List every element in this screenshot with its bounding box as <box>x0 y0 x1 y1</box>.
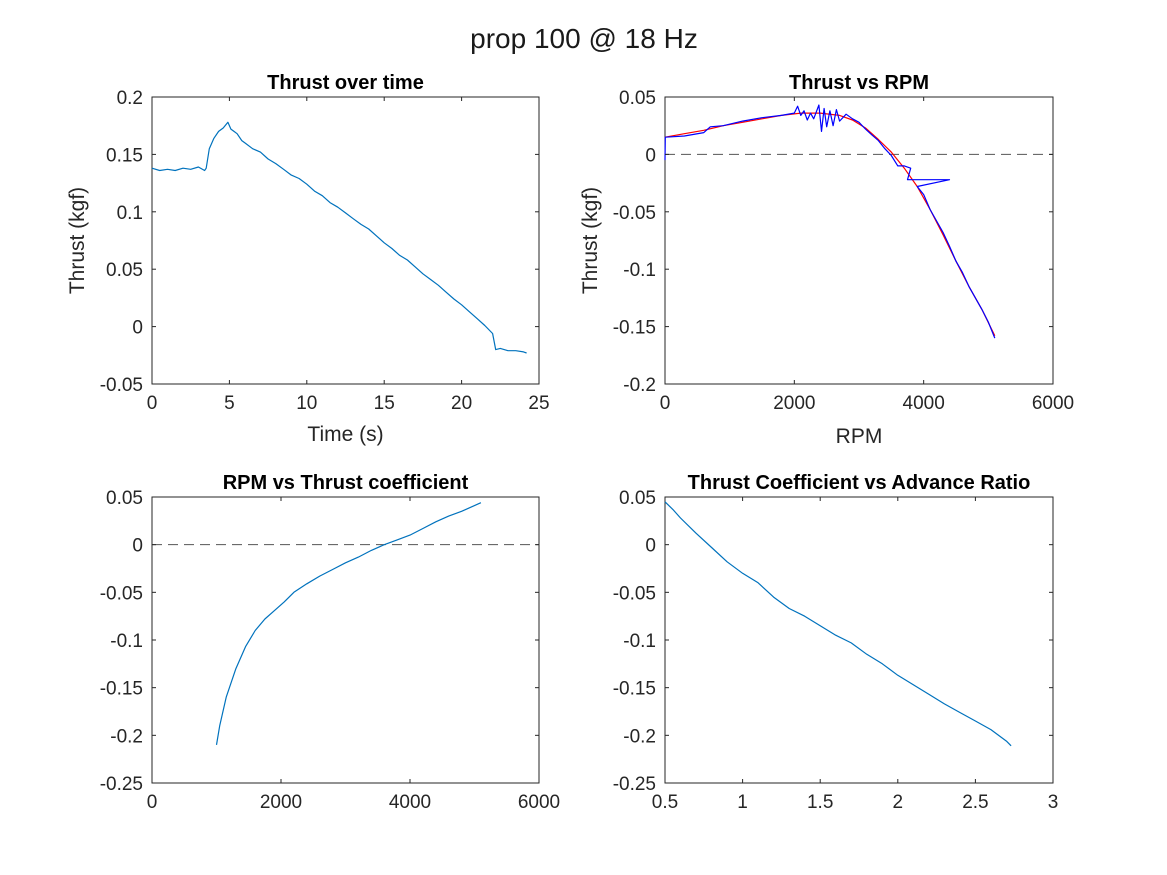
axes-frame <box>664 496 1054 784</box>
x-tick-label: 20 <box>451 393 472 414</box>
x-tick-label: 2 <box>893 792 904 813</box>
x-tick-label: 2000 <box>773 393 815 414</box>
x-axis-label: Time (s) <box>307 423 383 446</box>
y-tick-label: 0.05 <box>106 488 143 509</box>
y-tick-label: -0.25 <box>613 774 656 795</box>
x-tick-label: 6000 <box>518 792 560 813</box>
y-tick-label: -0.15 <box>613 679 656 700</box>
thrust-over-time-plot: Thrust over time Time (s) Thrust (kgf) 0… <box>66 72 550 446</box>
x-tick-label: 1.5 <box>807 792 833 813</box>
y-tick-label: -0.05 <box>613 583 656 604</box>
thrust-coefficient-vs-advance-ratio-plot: Thrust Coefficient vs Advance Ratio 0.5 1… <box>613 472 1059 813</box>
y-tick-label: 0.15 <box>106 145 143 166</box>
plot-title: Thrust Coefficient vs Advance Ratio <box>688 472 1031 494</box>
x-tick-label: 4000 <box>903 393 945 414</box>
y-axis-label: Thrust (kgf) <box>66 187 89 294</box>
x-tick-label: 25 <box>528 393 549 414</box>
plot-title: Thrust vs RPM <box>789 72 929 94</box>
y-tick-label: -0.05 <box>100 583 143 604</box>
axes-frame <box>151 496 540 784</box>
series-line-0 <box>151 121 527 354</box>
y-tick-label: 0 <box>645 536 656 557</box>
x-tick-label: 2000 <box>260 792 302 813</box>
series-line-0 <box>215 502 482 745</box>
y-tick-label: 0.05 <box>106 260 143 281</box>
y-tick-label: 0.05 <box>619 88 656 109</box>
y-tick-label: -0.05 <box>100 375 143 396</box>
y-tick-label: 0 <box>645 145 656 166</box>
x-tick-label: 1 <box>737 792 748 813</box>
x-tick-label: 5 <box>224 393 235 414</box>
x-tick-label: 6000 <box>1032 393 1074 414</box>
series-line-0 <box>664 501 1012 747</box>
plot-title: RPM vs Thrust coefficient <box>223 472 469 494</box>
y-tick-label: 0 <box>132 536 143 557</box>
x-tick-label: 10 <box>296 393 317 414</box>
y-tick-label: -0.15 <box>613 318 656 339</box>
y-tick-label: 0 <box>132 318 143 339</box>
figure-title: prop 100 @ 18 Hz <box>470 23 698 54</box>
y-tick-label: -0.15 <box>100 679 143 700</box>
x-tick-label: 2.5 <box>962 792 988 813</box>
x-tick-label: 3 <box>1048 792 1059 813</box>
axes-frame <box>664 96 1054 385</box>
y-tick-label: -0.2 <box>110 726 143 747</box>
x-axis-label: RPM <box>836 425 883 448</box>
y-tick-label: 0.2 <box>117 88 143 109</box>
y-tick-label: 0.1 <box>117 203 143 224</box>
thrust-vs-rpm-plot: Thrust vs RPM RPM Thrust (kgf) 0 2000 4000… <box>579 72 1074 448</box>
y-tick-label: -0.1 <box>110 631 143 652</box>
y-tick-label: -0.2 <box>623 375 656 396</box>
x-tick-label: 15 <box>374 393 395 414</box>
x-tick-label: 4000 <box>389 792 431 813</box>
y-tick-label: -0.1 <box>623 631 656 652</box>
y-tick-label: 0.05 <box>619 488 656 509</box>
y-axis-label: Thrust (kgf) <box>579 187 602 294</box>
y-tick-label: -0.2 <box>623 726 656 747</box>
plot-title: Thrust over time <box>267 72 424 94</box>
axes-frame <box>151 96 540 385</box>
x-tick-label: 0.5 <box>652 792 678 813</box>
y-tick-label: -0.25 <box>100 774 143 795</box>
x-tick-label: 0 <box>660 393 671 414</box>
series-line-1 <box>664 104 996 339</box>
y-tick-label: -0.05 <box>613 203 656 224</box>
rpm-vs-thrust-coefficient-plot: RPM vs Thrust coefficient 0 2000 4000 6000 -… <box>100 472 560 813</box>
x-tick-label: 0 <box>147 393 158 414</box>
y-tick-label: -0.1 <box>623 260 656 281</box>
x-tick-label: 0 <box>147 792 158 813</box>
